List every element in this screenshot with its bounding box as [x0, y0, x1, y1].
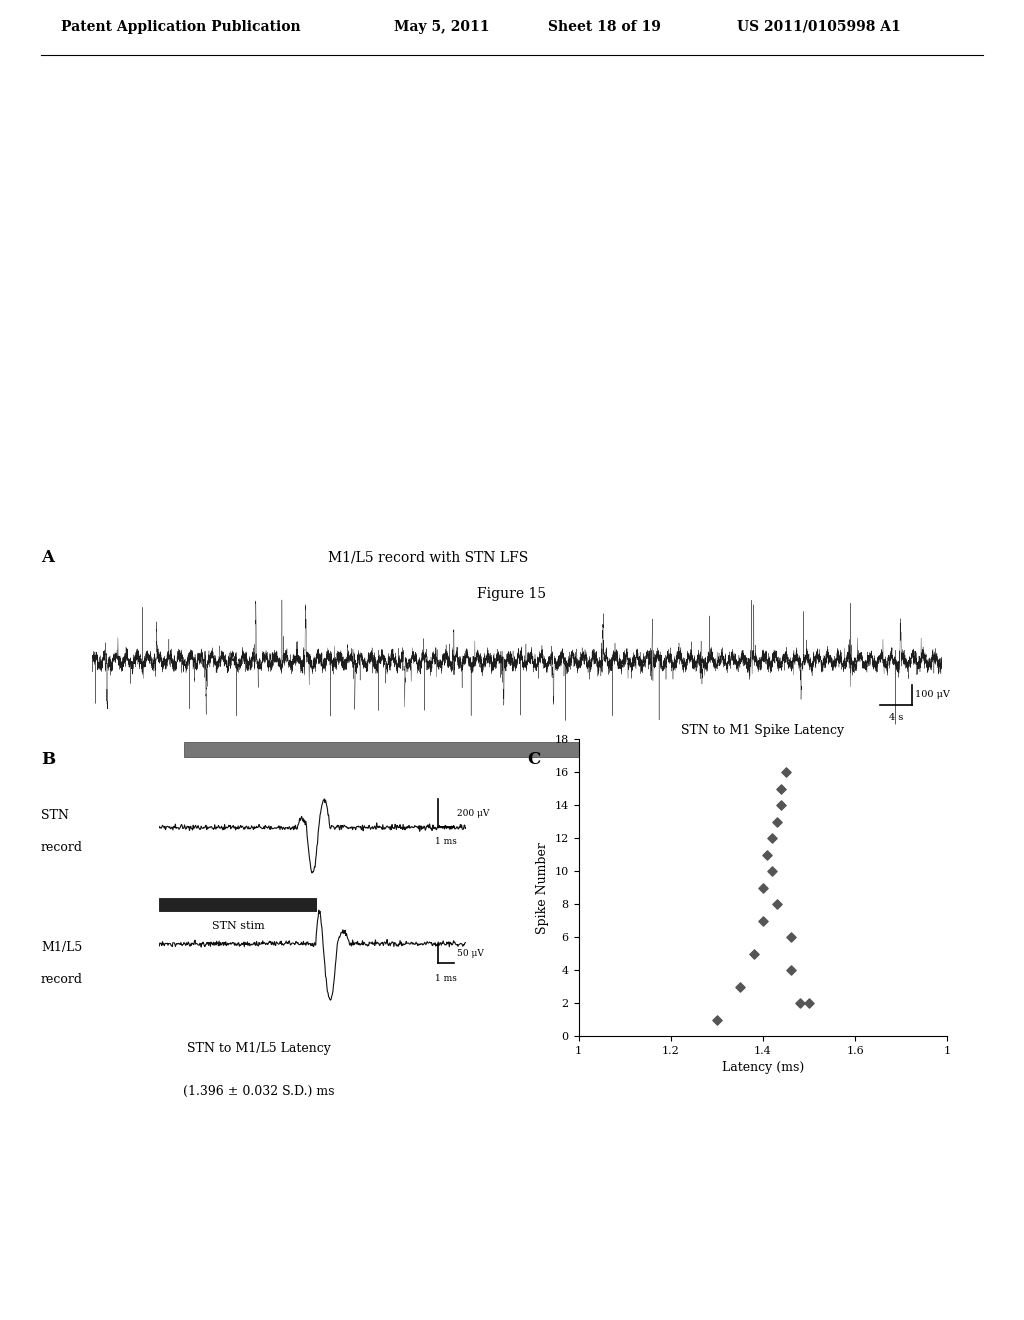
- Point: [773, 795, 790, 816]
- Text: M1/L5 record with STN LFS: M1/L5 record with STN LFS: [328, 550, 528, 565]
- Text: STN stim: STN stim: [212, 921, 264, 931]
- Text: (1.396 ± 0.032 S.D.) ms: (1.396 ± 0.032 S.D.) ms: [183, 1085, 335, 1098]
- Point: [782, 960, 799, 981]
- Text: 200 μV: 200 μV: [457, 809, 489, 817]
- Text: A: A: [41, 549, 54, 566]
- Text: May 5, 2011: May 5, 2011: [394, 20, 489, 34]
- Point: [745, 942, 762, 964]
- Text: C: C: [527, 751, 541, 767]
- Point: [764, 861, 780, 882]
- Point: [782, 927, 799, 948]
- Point: [778, 762, 795, 783]
- Text: record: record: [41, 841, 83, 854]
- Text: record: record: [41, 973, 83, 986]
- Point: [773, 779, 790, 800]
- Text: US 2011/0105998 A1: US 2011/0105998 A1: [737, 20, 901, 34]
- Point: [709, 1008, 725, 1030]
- Text: M1/L5: M1/L5: [41, 941, 82, 954]
- Point: [792, 993, 808, 1014]
- Text: STN: STN: [41, 809, 69, 822]
- Point: [768, 894, 784, 915]
- Text: 1 ms: 1 ms: [435, 974, 457, 983]
- Text: 50 μV: 50 μV: [457, 949, 483, 958]
- Text: Figure 15: Figure 15: [477, 587, 547, 601]
- Bar: [159, 898, 317, 911]
- Y-axis label: Spike Number: Spike Number: [536, 842, 549, 933]
- X-axis label: Latency (ms): Latency (ms): [722, 1061, 804, 1074]
- Bar: [184, 742, 840, 758]
- Text: 100 μV: 100 μV: [914, 690, 949, 700]
- Point: [759, 845, 776, 866]
- Text: Patent Application Publication: Patent Application Publication: [61, 20, 301, 34]
- Point: [755, 878, 771, 899]
- Text: Sheet 18 of 19: Sheet 18 of 19: [548, 20, 660, 34]
- Point: [731, 977, 748, 998]
- Text: STN to M1/L5 Latency: STN to M1/L5 Latency: [187, 1041, 331, 1055]
- Title: STN to M1 Spike Latency: STN to M1 Spike Latency: [681, 723, 845, 737]
- Text: B: B: [41, 751, 55, 767]
- Point: [801, 993, 817, 1014]
- Point: [768, 810, 784, 833]
- Text: 1 ms: 1 ms: [435, 837, 457, 846]
- Text: 4 s: 4 s: [889, 713, 903, 722]
- Point: [755, 911, 771, 932]
- Point: [764, 828, 780, 849]
